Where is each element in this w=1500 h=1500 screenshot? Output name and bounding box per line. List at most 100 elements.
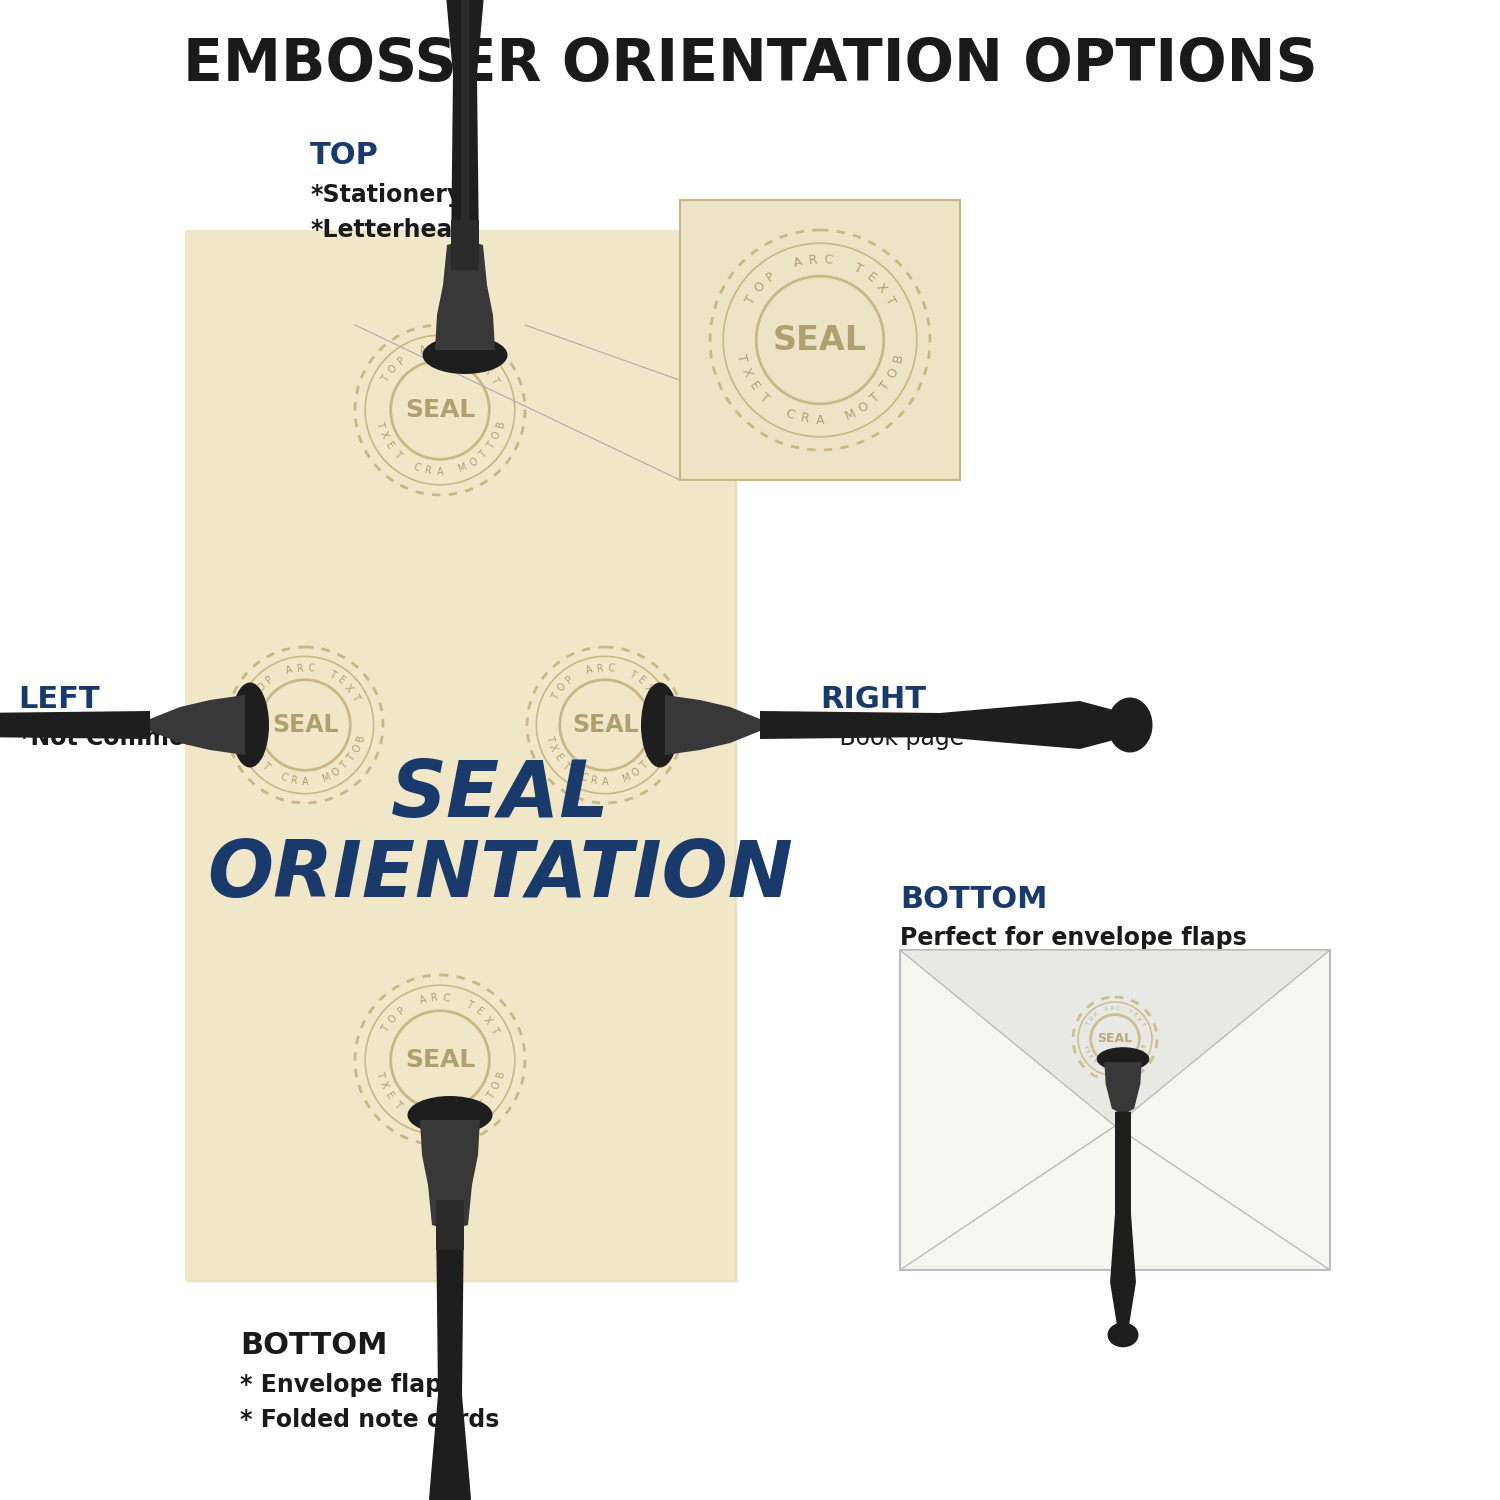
Text: T: T — [339, 760, 350, 771]
Polygon shape — [1110, 1112, 1136, 1338]
Text: T: T — [878, 380, 894, 393]
Text: E: E — [474, 1007, 484, 1017]
Text: M: M — [458, 1112, 470, 1124]
Text: E: E — [384, 1090, 394, 1101]
Text: O: O — [630, 766, 642, 778]
Text: B: B — [891, 352, 906, 363]
Text: T: T — [1090, 1058, 1096, 1064]
Text: X: X — [740, 366, 754, 380]
Text: T: T — [742, 292, 758, 306]
Text: T: T — [550, 692, 561, 702]
Text: BOTTOM: BOTTOM — [240, 1330, 387, 1359]
Text: T: T — [544, 734, 555, 742]
Text: T: T — [346, 753, 357, 764]
Text: O: O — [1128, 1062, 1136, 1068]
Text: EMBOSSER ORIENTATION OPTIONS: EMBOSSER ORIENTATION OPTIONS — [183, 36, 1317, 93]
Text: E: E — [336, 675, 346, 687]
Text: T: T — [489, 1024, 500, 1035]
Polygon shape — [420, 1120, 480, 1230]
Text: E: E — [384, 440, 394, 452]
Text: O: O — [387, 1013, 399, 1026]
Text: SEAL: SEAL — [272, 712, 339, 736]
Text: E: E — [252, 753, 264, 764]
Text: X: X — [548, 742, 560, 753]
Text: C: C — [824, 254, 834, 267]
Text: *Stationery: *Stationery — [310, 183, 462, 207]
Text: M: M — [843, 406, 858, 423]
Text: LEFT: LEFT — [18, 686, 99, 714]
Text: T: T — [374, 1070, 386, 1078]
Text: A: A — [419, 345, 428, 355]
Text: C: C — [442, 344, 450, 354]
Text: * Folded note cards: * Folded note cards — [240, 1408, 500, 1432]
Text: T: T — [882, 294, 898, 307]
Text: O: O — [256, 681, 268, 694]
Text: T: T — [1126, 1010, 1132, 1016]
Text: O: O — [556, 681, 568, 694]
Text: E: E — [552, 753, 564, 764]
Text: T: T — [1138, 1022, 1144, 1028]
Text: SEAL: SEAL — [1098, 1032, 1132, 1046]
Polygon shape — [0, 700, 150, 748]
Text: T: T — [639, 760, 650, 771]
Text: X: X — [482, 364, 494, 376]
Text: T: T — [484, 441, 496, 452]
Text: A: A — [302, 777, 309, 788]
Text: X: X — [378, 1080, 388, 1090]
Text: SEAL: SEAL — [405, 398, 476, 422]
Text: * Book page: * Book page — [821, 726, 965, 750]
Text: O: O — [468, 1106, 480, 1119]
Text: X: X — [482, 1014, 494, 1026]
Text: SEAL: SEAL — [405, 1048, 476, 1072]
Text: O: O — [885, 366, 902, 380]
Polygon shape — [426, 1215, 474, 1500]
Text: T: T — [1083, 1044, 1088, 1048]
Text: C: C — [608, 663, 615, 674]
Text: X: X — [342, 682, 354, 694]
Text: A: A — [585, 664, 594, 676]
Text: R: R — [1107, 1066, 1112, 1072]
Text: P: P — [396, 1005, 406, 1017]
Text: C: C — [279, 772, 288, 783]
Text: A: A — [1113, 1066, 1118, 1072]
Polygon shape — [760, 700, 1150, 748]
Text: *Letterhead: *Letterhead — [310, 217, 470, 242]
Text: A: A — [602, 777, 609, 788]
Text: *Not Common: *Not Common — [18, 726, 203, 750]
Bar — [188, 232, 736, 1282]
Text: T: T — [260, 760, 272, 771]
Ellipse shape — [1107, 698, 1152, 753]
Text: R: R — [424, 465, 432, 477]
Text: T: T — [244, 734, 255, 742]
Ellipse shape — [1107, 1323, 1138, 1347]
Text: A: A — [419, 994, 428, 1006]
Text: T: T — [1134, 1058, 1138, 1064]
Text: E: E — [474, 356, 484, 368]
Text: O: O — [651, 742, 663, 753]
Text: O: O — [490, 1080, 502, 1090]
Text: P: P — [764, 270, 777, 284]
Text: R: R — [590, 776, 598, 786]
Text: X: X — [874, 280, 890, 296]
Text: T: T — [381, 1024, 392, 1033]
Text: A: A — [816, 414, 825, 428]
Text: O: O — [1089, 1016, 1095, 1022]
Polygon shape — [900, 950, 1330, 1126]
Text: P: P — [396, 356, 406, 368]
Text: M: M — [321, 771, 332, 784]
Bar — [436, 1200, 463, 1249]
Text: C: C — [579, 772, 588, 783]
Ellipse shape — [231, 682, 268, 768]
Text: M: M — [621, 771, 632, 784]
Text: B: B — [356, 734, 366, 742]
Text: R: R — [424, 1116, 432, 1126]
Bar — [900, 950, 1330, 1270]
Text: T: T — [464, 999, 474, 1011]
Ellipse shape — [640, 682, 680, 768]
Text: O: O — [490, 429, 502, 441]
Text: T: T — [477, 1100, 489, 1110]
Text: C: C — [1116, 1007, 1120, 1011]
Text: T: T — [850, 261, 864, 276]
Text: O: O — [468, 456, 480, 468]
Polygon shape — [135, 694, 244, 754]
